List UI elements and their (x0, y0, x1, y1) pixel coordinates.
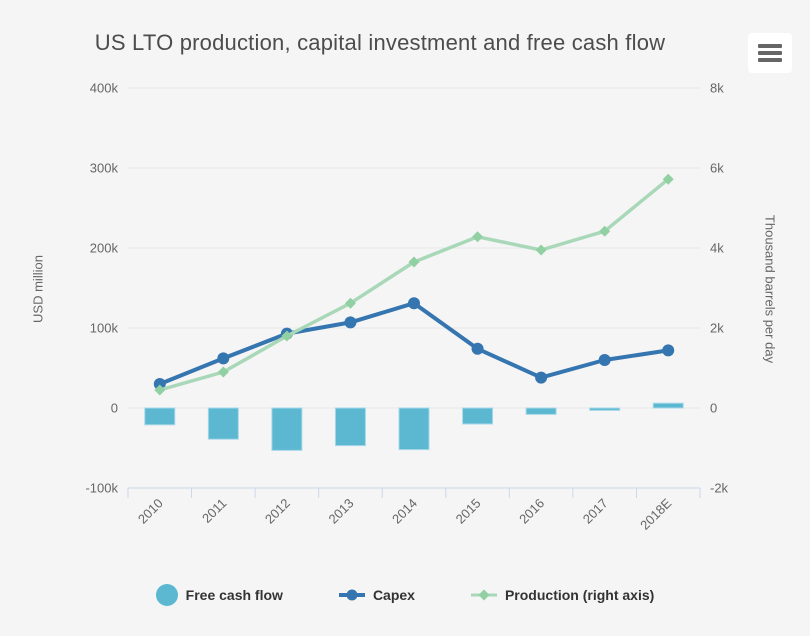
left-axis-tick-label: 100k (90, 321, 119, 336)
production-point-2011[interactable] (217, 366, 229, 378)
production-point-2012[interactable] (281, 330, 293, 342)
production-point-2015[interactable] (472, 231, 484, 243)
production-point-2017[interactable] (599, 225, 611, 237)
left-axis-tick-label: 200k (90, 241, 119, 256)
bar-2018E[interactable] (652, 402, 684, 409)
right-axis-tick-label: 4k (710, 241, 724, 256)
plot-area: 400k 300k 200k 100k 0 -100k 8k 6k 4k 2k 0 -2k 2010 20… (85, 81, 729, 533)
capex-line[interactable] (157, 301, 671, 386)
x-axis-label-2015: 2015 (453, 496, 484, 527)
bar-2011[interactable] (207, 407, 239, 440)
bar-2010[interactable] (144, 407, 176, 426)
production-point-2016[interactable] (535, 244, 547, 256)
hamburger-menu-icon (758, 44, 782, 62)
left-axis-tick-label: -100k (85, 481, 118, 496)
bar-2012[interactable] (271, 407, 303, 451)
legend-label-free-cash-flow: Free cash flow (185, 587, 283, 603)
x-axis-label-2012: 2012 (262, 496, 293, 527)
right-axis-tick-label: 0 (710, 401, 717, 416)
capex-point-2015[interactable] (471, 342, 484, 355)
production-line[interactable] (158, 177, 670, 392)
production-line-marker-icon (470, 589, 497, 601)
capex-point-2017[interactable] (598, 354, 611, 366)
left-axis-tick-label: 300k (90, 161, 119, 176)
left-axis-tick-label: 0 (111, 401, 118, 416)
legend-item-free-cash-flow[interactable]: Free cash flow (155, 584, 283, 606)
x-axis-label-2011: 2011 (199, 496, 229, 526)
legend: Free cash flow Capex Production (right a… (0, 584, 810, 606)
x-axis-label-2018E: 2018E (637, 495, 674, 532)
production-point-2014[interactable] (408, 256, 420, 268)
bar-2013[interactable] (334, 407, 366, 447)
legend-label-capex: Capex (372, 587, 415, 603)
bar-2014[interactable] (398, 407, 430, 451)
capex-point-2013[interactable] (344, 316, 357, 329)
bar-2015[interactable] (462, 407, 494, 425)
x-axis-label-2014: 2014 (389, 496, 420, 527)
x-axis-label-2010: 2010 (135, 496, 166, 527)
capex-point-2010[interactable] (153, 378, 166, 390)
right-axis-tick-label: -2k (710, 481, 729, 496)
legend-item-production[interactable]: Production (right axis) (470, 587, 655, 603)
capex-line-marker-icon (338, 589, 365, 601)
right-axis-tick-label: 8k (710, 81, 724, 96)
legend-item-capex[interactable]: Capex (338, 587, 415, 603)
production-point-2013[interactable] (344, 297, 356, 309)
right-axis-tick-label: 2k (710, 321, 724, 336)
x-axis-label-2013: 2013 (326, 496, 357, 527)
capex-point-2016[interactable] (535, 371, 548, 384)
right-axis-tick-label: 6k (710, 161, 724, 176)
bar-2017[interactable] (589, 407, 621, 411)
production-point-2010[interactable] (154, 384, 166, 396)
left-axis-tick-label: 400k (90, 81, 119, 96)
x-axis-label-2016: 2016 (516, 496, 547, 527)
bar-2016[interactable] (525, 407, 557, 415)
capex-point-2011[interactable] (217, 352, 230, 365)
free-cash-flow-swatch-icon (155, 584, 178, 606)
legend-label-production: Production (right axis) (504, 587, 655, 603)
x-axis-label-2017: 2017 (580, 496, 611, 527)
chart-title: US LTO production, capital investment an… (94, 30, 666, 55)
capex-point-2018E[interactable] (662, 344, 675, 357)
production-point-2018E[interactable] (662, 173, 674, 185)
chart-menu-button[interactable] (748, 33, 792, 73)
capex-point-2014[interactable] (408, 297, 420, 310)
